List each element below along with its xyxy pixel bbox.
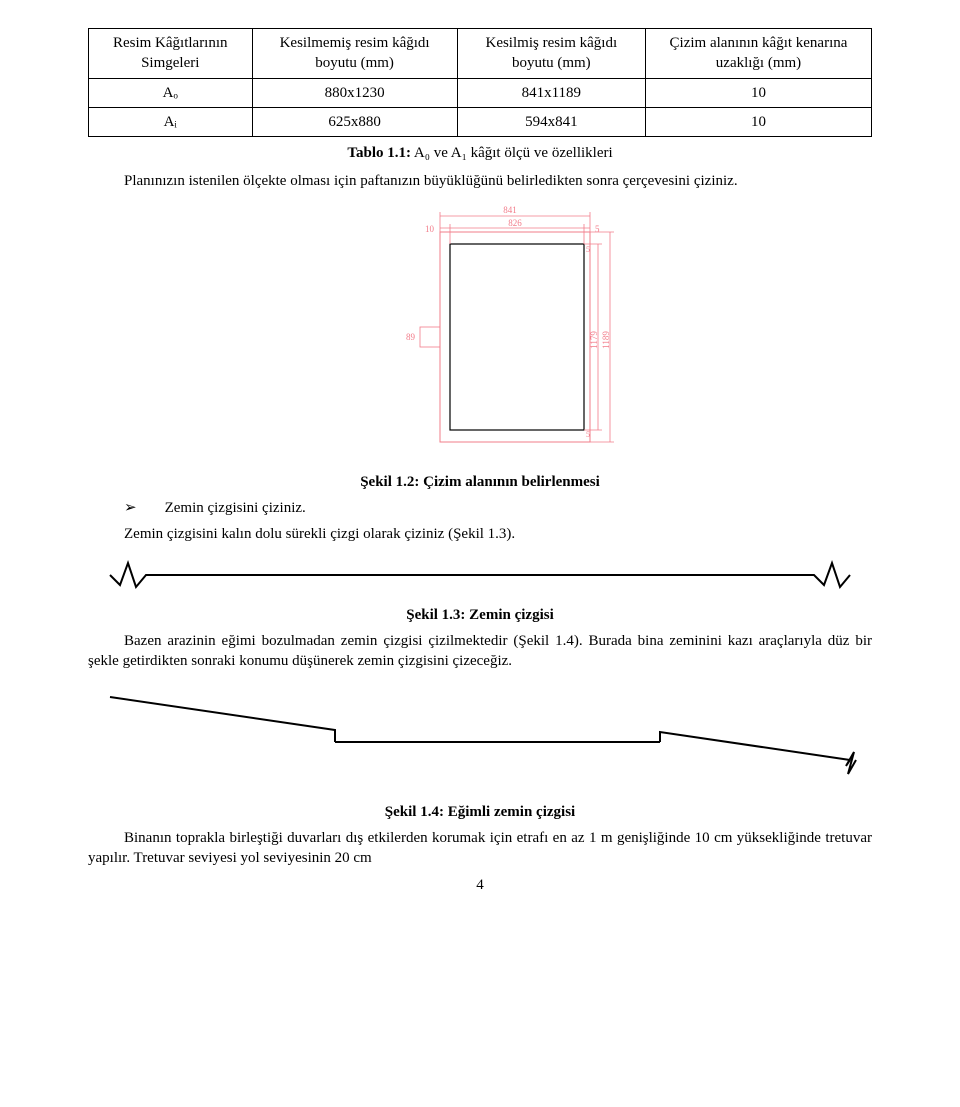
plan-paragraph: Planınızın istenilen ölçekte olması için… [88, 171, 872, 191]
figure-1-3 [88, 555, 872, 601]
table-row: Aᵢ 625x880 594x841 10 [89, 107, 872, 136]
th-2: Kesilmiş resim kâğıdı boyutu (mm) [457, 29, 645, 79]
sekil14-paragraph: Binanın toprakla birleştiği duvarları dı… [88, 828, 872, 869]
figure-1-2-svg: 5 5 841 10 826 5 89 1179 1189 [320, 202, 640, 462]
svg-text:841: 841 [503, 205, 517, 215]
bullet-zemin-text: Zemin çizgisini çiziniz. [165, 498, 306, 518]
table-caption: Tablo 1.1: A₀ ve A₁ kâğıt ölçü ve özelli… [88, 143, 872, 163]
paper-size-table: Resim Kâğıtlarının Simgeleri Kesilmemiş … [88, 28, 872, 137]
bullet-arrow-icon: ➢ [124, 498, 137, 518]
sekil13-paragraph: Bazen arazinin eğimi bozulmadan zemin çi… [88, 631, 872, 672]
page-number: 4 [88, 875, 872, 895]
table-row: Aₒ 880x1230 841x1189 10 [89, 78, 872, 107]
bullet-zemin: ➢ Zemin çizgisini çiziniz. [124, 498, 872, 518]
svg-text:89: 89 [406, 332, 416, 342]
th-0: Resim Kâğıtlarının Simgeleri [89, 29, 253, 79]
figure-1-4-svg [100, 682, 860, 792]
svg-text:1179: 1179 [589, 330, 599, 348]
svg-text:826: 826 [508, 218, 522, 228]
svg-text:5: 5 [586, 430, 590, 439]
svg-text:5: 5 [586, 245, 590, 254]
figure-1-4-caption: Şekil 1.4: Eğimli zemin çizgisi [88, 802, 872, 822]
svg-text:5: 5 [595, 224, 600, 234]
th-3: Çizim alanının kâğıt kenarına uzaklığı (… [645, 29, 871, 79]
figure-1-3-caption: Şekil 1.3: Zemin çizgisi [88, 605, 872, 625]
svg-text:10: 10 [425, 224, 435, 234]
figure-1-3-svg [100, 555, 860, 595]
zemin-paragraph: Zemin çizgisini kalın dolu sürekli çizgi… [88, 524, 872, 544]
figure-1-4 [88, 682, 872, 798]
figure-1-2-caption: Şekil 1.2: Çizim alanının belirlenmesi [88, 472, 872, 492]
figure-1-2: 5 5 841 10 826 5 89 1179 1189 [88, 202, 872, 468]
th-1: Kesilmemiş resim kâğıdı boyutu (mm) [252, 29, 457, 79]
svg-text:1189: 1189 [601, 330, 611, 348]
